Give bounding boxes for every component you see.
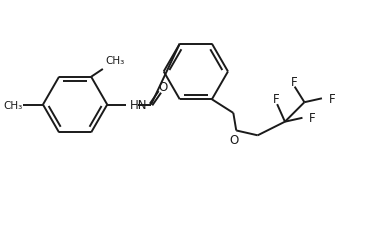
Text: F: F bbox=[309, 112, 316, 125]
Text: O: O bbox=[230, 134, 239, 147]
Text: F: F bbox=[291, 76, 297, 89]
Text: HN: HN bbox=[130, 99, 147, 112]
Text: F: F bbox=[329, 92, 335, 105]
Text: CH₃: CH₃ bbox=[3, 100, 23, 110]
Text: O: O bbox=[158, 80, 167, 93]
Text: F: F bbox=[273, 92, 280, 105]
Text: CH₃: CH₃ bbox=[106, 56, 125, 66]
